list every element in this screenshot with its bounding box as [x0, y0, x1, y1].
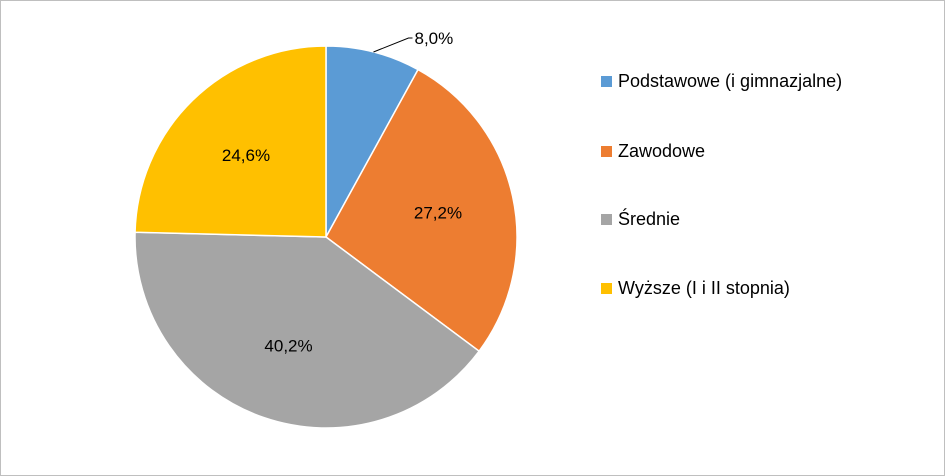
legend-label-zawodowe: Zawodowe	[618, 141, 706, 161]
legend-swatch-wyzsze	[601, 283, 612, 294]
legend-item-wyzsze: Wyższe (I i II stopnia)	[601, 276, 790, 300]
pie-slice-zawodowe	[325, 68, 518, 353]
legend-label-wyzsze: Wyższe (I i II stopnia)	[618, 278, 790, 298]
legend-swatch-podstawowe	[601, 76, 612, 87]
data-label-wyzsze: 24,6%	[222, 146, 270, 165]
legend-item-podstawowe: Podstawowe (i gimnazjalne)	[601, 69, 842, 93]
pie-slice-podstawowe	[325, 45, 420, 238]
legend-item-srednie: Średnie	[601, 207, 680, 231]
legend-label-srednie: Średnie	[618, 209, 681, 229]
leader-line-podstawowe	[373, 37, 413, 53]
data-label-srednie: 40,2%	[264, 336, 312, 355]
legend-label-podstawowe: Podstawowe (i gimnazjalne)	[618, 71, 843, 91]
pie-slice-srednie	[134, 231, 481, 429]
data-label-podstawowe: 8,0%	[414, 29, 453, 48]
legend-item-zawodowe: Zawodowe	[601, 139, 705, 163]
legend-swatch-srednie	[601, 214, 612, 225]
legend-swatch-zawodowe	[601, 146, 612, 157]
pie-slice-wyzsze	[134, 45, 327, 238]
data-label-zawodowe: 27,2%	[414, 204, 462, 223]
